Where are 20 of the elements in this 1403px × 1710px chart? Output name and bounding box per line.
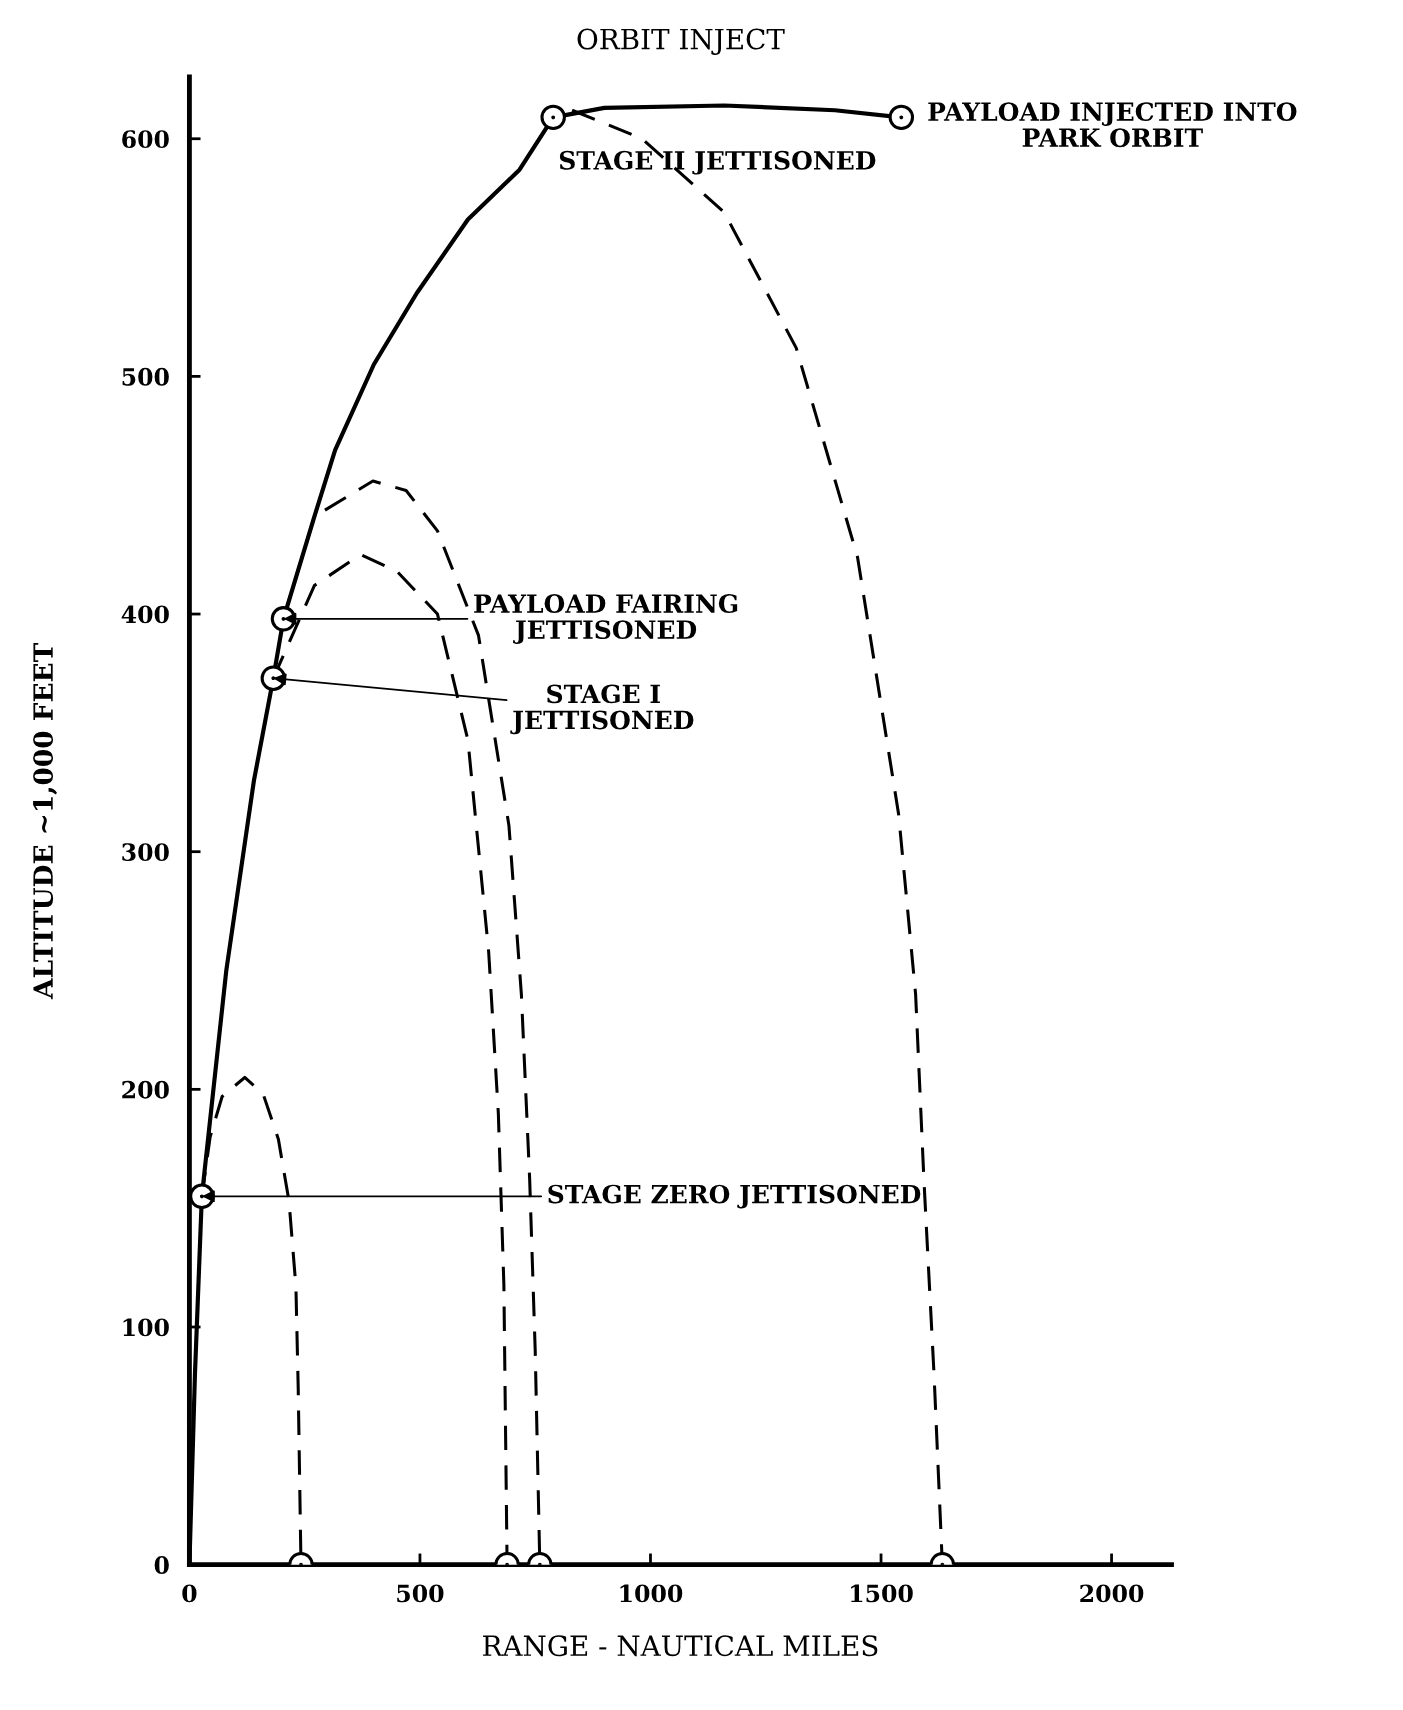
y-tick-label: 300 [122, 843, 169, 861]
y-tick-label: 400 [121, 605, 169, 624]
x-tick-label: 1000 [620, 1584, 683, 1603]
y-tick-label: 600 [122, 130, 169, 149]
y-axis-title: ALTITUDE ~1,000 FEET [33, 642, 58, 1000]
annotation: STAGE ZERO JETTISONED [548, 1184, 921, 1209]
y-tick-label: 200 [122, 1080, 169, 1099]
x-tick-label: 1500 [851, 1584, 913, 1603]
x-tick-label: 2000 [1080, 1584, 1144, 1603]
x-tick-label: 500 [397, 1584, 444, 1603]
y-tick-label: 0 [154, 1556, 169, 1574]
y-tick-label: 100 [123, 1318, 169, 1337]
annotation: PAYLOAD INJECTED INTO PARK ORBIT [928, 102, 1297, 148]
y-tick-label: 500 [122, 367, 169, 386]
annotation: STAGE II JETTISONED [559, 150, 876, 175]
annotation: STAGE I JETTISONED [510, 684, 694, 735]
annotation: PAYLOAD FAIRING JETTISONED [474, 594, 738, 644]
x-axis-title: RANGE - NAUTICAL MILES [483, 1635, 878, 1657]
chart-title: ORBIT INJECT [577, 28, 785, 55]
x-tick-label: 0 [182, 1584, 197, 1603]
